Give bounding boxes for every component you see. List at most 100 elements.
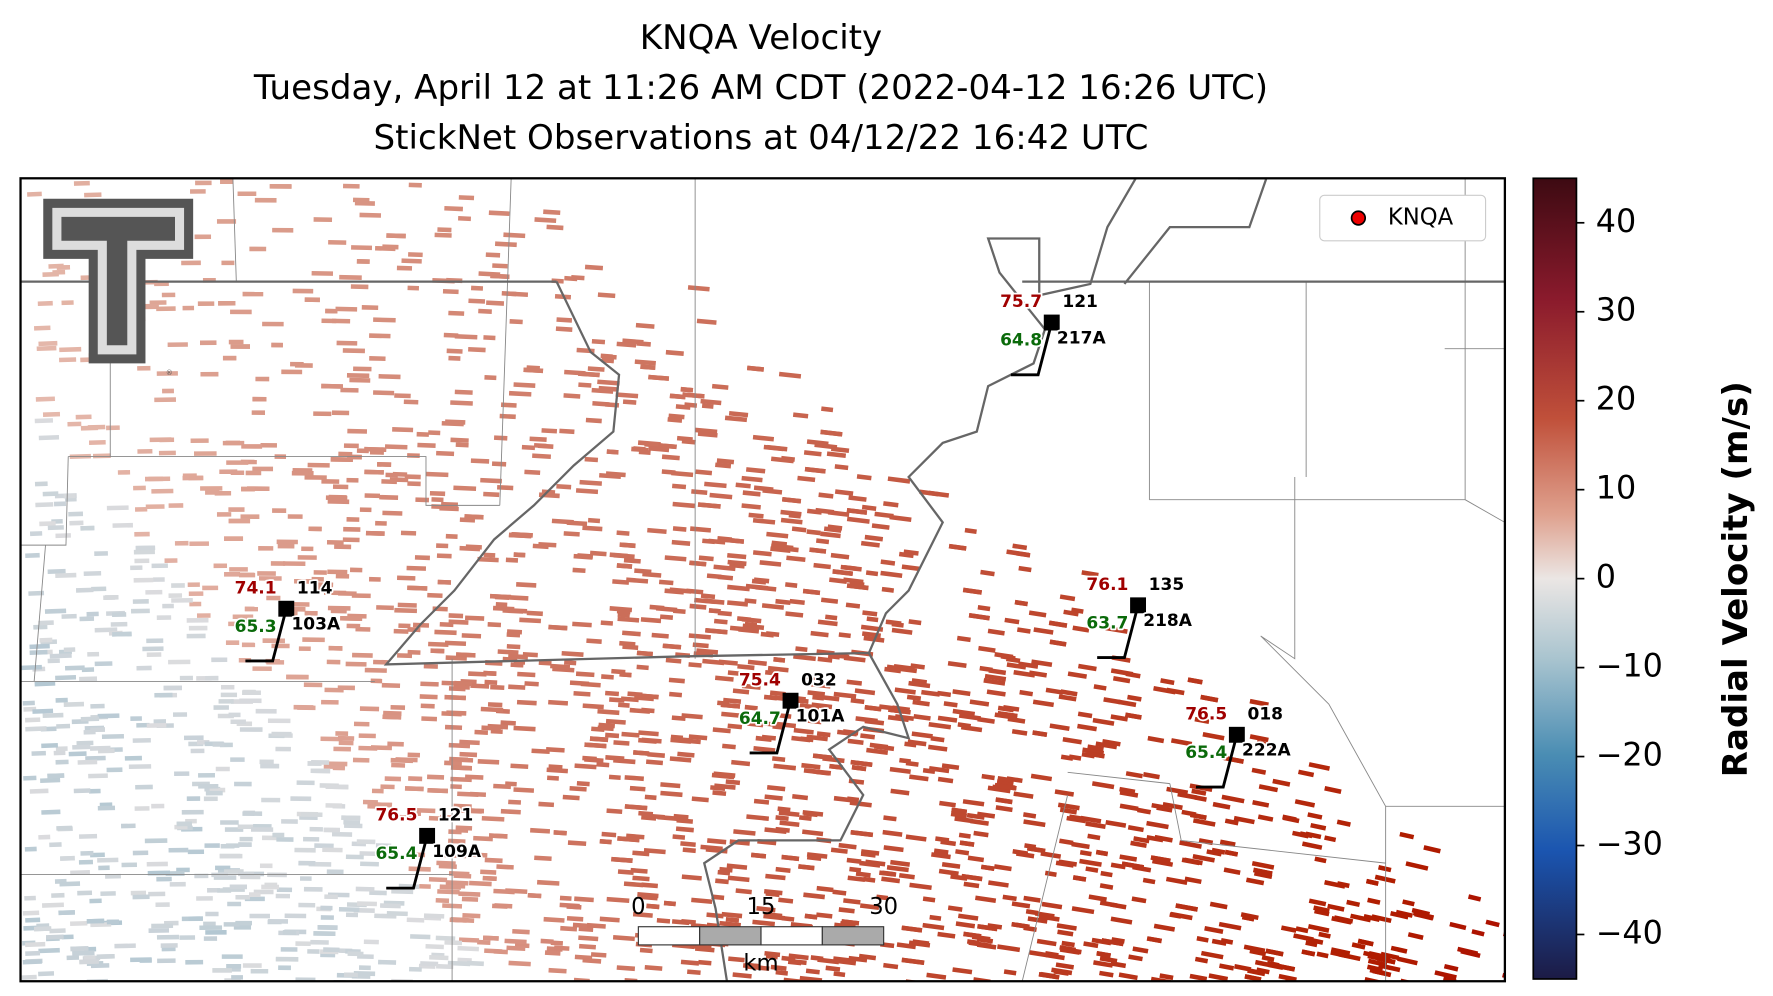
echo [970,818,989,826]
echo [691,796,709,803]
echo [371,788,384,794]
echo [230,470,245,476]
echo [396,265,413,271]
echo [270,561,286,566]
echo [682,392,705,399]
echo [951,807,968,815]
echo [1121,861,1145,870]
echo [1206,849,1222,857]
dewpoint: 64.8 [1000,331,1042,351]
echo [49,928,66,934]
echo [574,896,594,903]
echo [816,912,833,919]
echo [148,928,170,933]
echo [1338,952,1361,962]
echo [806,439,829,447]
echo [559,895,572,901]
echo [44,608,67,614]
echo [806,529,821,536]
echo [343,819,361,825]
echo [161,292,176,298]
echo [913,713,931,721]
echo [660,790,683,798]
echo [188,591,204,596]
echo [410,934,431,940]
echo [1233,815,1255,825]
echo [84,192,102,198]
echo [307,761,322,766]
echo [1032,699,1055,708]
echo [176,821,193,827]
temperature: 76.5 [375,805,417,825]
echo [640,693,659,700]
echo [168,847,189,853]
echo [795,646,808,653]
echo [352,757,370,763]
echo [271,731,292,737]
echo [1190,812,1207,820]
echo [444,640,467,646]
echo [1222,755,1244,764]
echo [609,552,628,559]
echo [732,688,750,695]
echo [947,905,963,912]
echo [262,321,284,327]
echo [337,685,355,691]
echo [450,784,462,790]
echo [1002,894,1017,902]
echo [313,570,327,575]
echo [750,852,767,859]
echo [997,710,1018,719]
colorbar-tick-label: −40 [1596,914,1663,951]
echo [1273,963,1296,972]
echo [56,825,73,831]
echo [785,611,804,618]
echo [1102,739,1121,747]
echo [1142,877,1156,885]
echo [630,867,648,874]
echo [669,691,683,698]
echo [1119,854,1138,862]
echo [459,739,480,746]
echo [860,733,876,740]
echo [492,263,508,269]
echo [73,180,90,186]
echo [1324,786,1342,794]
echo [390,757,414,764]
echo [624,804,648,811]
echo [703,598,725,605]
echo [919,489,939,497]
echo [534,855,552,862]
echo [356,839,376,845]
echo [332,484,349,490]
echo [405,852,426,858]
echo [349,567,363,573]
echo [29,531,43,537]
echo [513,552,526,558]
legend: KNQA [1319,194,1487,242]
echo [1218,921,1242,931]
echo [81,667,95,673]
echo [272,227,294,233]
echo [228,518,251,524]
echo [228,712,241,718]
echo [450,765,473,771]
echo [495,602,508,608]
echo [591,338,606,345]
echo [778,897,794,904]
echo [1014,599,1028,607]
echo [499,413,516,420]
echo [637,440,661,447]
echo [500,402,517,408]
echo [1443,963,1459,972]
echo [859,903,880,911]
echo [843,564,858,572]
echo [216,219,237,224]
echo [55,759,69,765]
echo [277,543,295,549]
echo [342,537,360,543]
echo [446,348,463,354]
echo [500,720,516,726]
echo [578,926,594,932]
